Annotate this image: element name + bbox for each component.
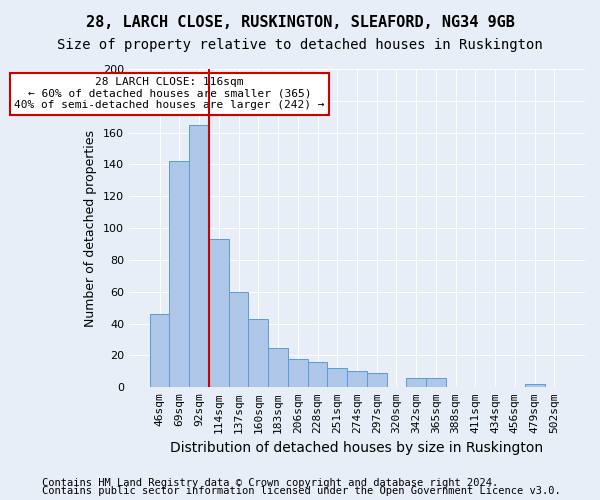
Y-axis label: Number of detached properties: Number of detached properties: [85, 130, 97, 326]
Bar: [308, 362, 328, 388]
Text: 28 LARCH CLOSE: 116sqm
← 60% of detached houses are smaller (365)
40% of semi-de: 28 LARCH CLOSE: 116sqm ← 60% of detached…: [14, 77, 325, 110]
Text: Contains public sector information licensed under the Open Government Licence v3: Contains public sector information licen…: [42, 486, 561, 496]
Bar: [347, 372, 367, 388]
Bar: [328, 368, 347, 388]
Bar: [229, 292, 248, 388]
Bar: [150, 314, 169, 388]
Bar: [426, 378, 446, 388]
Bar: [367, 373, 386, 388]
Text: Contains HM Land Registry data © Crown copyright and database right 2024.: Contains HM Land Registry data © Crown c…: [42, 478, 498, 488]
Bar: [209, 240, 229, 388]
X-axis label: Distribution of detached houses by size in Ruskington: Distribution of detached houses by size …: [170, 441, 544, 455]
Bar: [288, 358, 308, 388]
Text: 28, LARCH CLOSE, RUSKINGTON, SLEAFORD, NG34 9GB: 28, LARCH CLOSE, RUSKINGTON, SLEAFORD, N…: [86, 15, 514, 30]
Bar: [406, 378, 426, 388]
Text: Size of property relative to detached houses in Ruskington: Size of property relative to detached ho…: [57, 38, 543, 52]
Bar: [189, 124, 209, 388]
Bar: [525, 384, 545, 388]
Bar: [248, 319, 268, 388]
Bar: [268, 348, 288, 388]
Bar: [169, 162, 189, 388]
